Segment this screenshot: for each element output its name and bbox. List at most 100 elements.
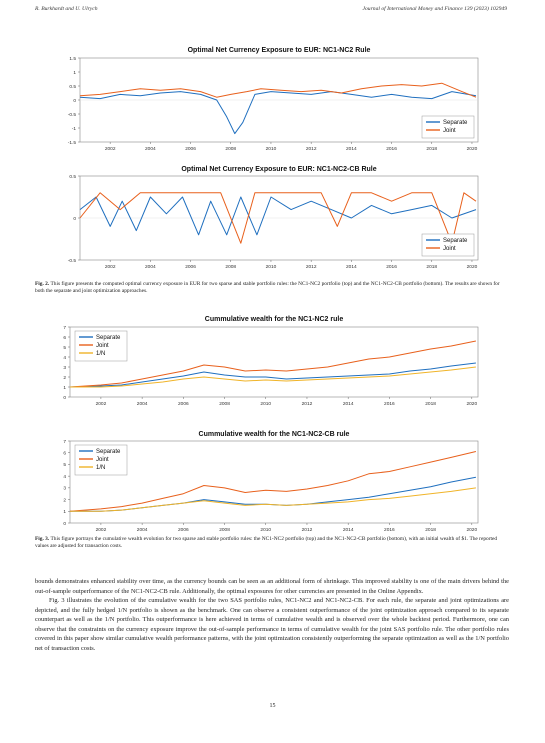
y-tick-label: 3 xyxy=(63,365,66,371)
x-tick-label: 2016 xyxy=(386,264,397,270)
x-tick-label: 2018 xyxy=(426,264,437,270)
x-tick-label: 2012 xyxy=(302,527,313,533)
y-tick-label: 1 xyxy=(63,385,66,391)
legend-label: 1/N xyxy=(96,351,105,357)
x-tick-label: 2008 xyxy=(219,527,230,533)
body-text: bounds demonstrates enhanced stability o… xyxy=(35,577,509,653)
x-tick-label: 2006 xyxy=(185,146,196,152)
fig2-caption-label: Fig. 2. xyxy=(35,281,50,287)
chart-title: Optimal Net Currency Exposure to EUR: NC… xyxy=(188,47,371,54)
x-tick-label: 2020 xyxy=(466,527,477,533)
figures-canvas: Optimal Net Currency Exposure to EUR: NC… xyxy=(63,47,479,533)
y-tick-label: 6 xyxy=(63,335,66,341)
y-tick-label: 2 xyxy=(63,497,66,503)
y-tick-label: 0 xyxy=(63,521,66,527)
x-tick-label: 2020 xyxy=(467,264,478,270)
legend-label: Separate xyxy=(96,449,121,455)
x-tick-label: 2014 xyxy=(343,401,354,407)
chart-title: Cummulative wealth for the NC1-NC2 rule xyxy=(205,316,344,323)
y-tick-label: 2 xyxy=(63,375,66,381)
legend-label: Separate xyxy=(443,238,468,244)
x-tick-label: 2018 xyxy=(425,401,436,407)
paragraph-1: bounds demonstrates enhanced stability o… xyxy=(35,578,509,595)
x-tick-label: 2012 xyxy=(306,264,317,270)
chart-title: Cummulative wealth for the NC1-NC2-CB ru… xyxy=(199,431,350,438)
x-tick-label: 2002 xyxy=(96,527,107,533)
x-tick-label: 2006 xyxy=(178,527,189,533)
fig3-caption: Fig. 3. This figure portrays the cumulat… xyxy=(35,536,509,550)
y-tick-label: 6 xyxy=(63,451,66,457)
x-tick-label: 2008 xyxy=(225,146,236,152)
x-tick-label: 2008 xyxy=(225,264,236,270)
x-tick-label: 2010 xyxy=(260,527,271,533)
legend-label: Joint xyxy=(443,246,456,252)
y-tick-label: 3 xyxy=(63,486,66,492)
y-tick-label: 0.5 xyxy=(69,84,76,90)
y-tick-label: 1.5 xyxy=(69,56,76,62)
chart-4: Cummulative wealth for the NC1-NC2-CB ru… xyxy=(63,431,479,533)
series-line-Joint xyxy=(69,340,476,388)
x-tick-label: 2012 xyxy=(306,146,317,152)
x-tick-label: 2016 xyxy=(384,401,395,407)
x-tick-label: 2010 xyxy=(266,146,277,152)
y-tick-label: -0.5 xyxy=(68,112,77,118)
y-tick-label: 0 xyxy=(73,216,76,222)
x-tick-label: 2010 xyxy=(260,401,271,407)
x-tick-label: 2006 xyxy=(185,264,196,270)
fig3-caption-text: This figure portrays the cumulative weal… xyxy=(35,536,498,550)
chart-1: Optimal Net Currency Exposure to EUR: NC… xyxy=(68,47,479,152)
y-tick-label: 7 xyxy=(63,325,66,331)
x-tick-label: 2008 xyxy=(219,401,230,407)
series-line-1N xyxy=(70,487,476,512)
y-tick-label: 5 xyxy=(63,462,66,468)
y-tick-label: 7 xyxy=(63,439,66,445)
series-line-Joint xyxy=(79,192,477,244)
x-tick-label: 2002 xyxy=(105,146,116,152)
running-header-authors: R. Burkhardt and U. Ulrych xyxy=(35,6,98,12)
legend-box xyxy=(74,330,128,362)
y-tick-label: -1.5 xyxy=(68,140,77,146)
series-line-Joint xyxy=(79,82,477,98)
legend-label: Separate xyxy=(96,335,121,341)
x-tick-label: 2002 xyxy=(105,264,116,270)
legend-label: Joint xyxy=(96,343,109,349)
series-line-Separate xyxy=(79,91,477,135)
fig2-caption-text: This figure presents the computed optima… xyxy=(35,281,500,295)
series-line-Joint xyxy=(69,451,477,512)
y-tick-label: 5 xyxy=(63,345,66,351)
series-line-Separate xyxy=(69,362,476,388)
y-tick-label: 1 xyxy=(73,70,76,76)
x-tick-label: 2018 xyxy=(425,527,436,533)
legend-label: Separate xyxy=(443,120,468,126)
x-tick-label: 2004 xyxy=(137,527,148,533)
plot-frame xyxy=(69,326,479,398)
x-tick-label: 2014 xyxy=(343,527,354,533)
paragraph-2: Fig. 3 illustrates the evolution of the … xyxy=(35,597,509,652)
y-tick-label: 4 xyxy=(63,474,66,480)
chart-3: Cummulative wealth for the NC1-NC2 rule 7… xyxy=(63,316,479,407)
y-tick-label: 1 xyxy=(63,509,66,515)
series-line-1N xyxy=(70,366,476,388)
legend-label: Joint xyxy=(96,457,109,463)
x-tick-label: 2016 xyxy=(386,146,397,152)
x-tick-label: 2018 xyxy=(426,146,437,152)
x-tick-label: 2004 xyxy=(145,146,156,152)
x-tick-label: 2020 xyxy=(467,146,478,152)
plot-frame xyxy=(69,440,479,524)
x-tick-label: 2010 xyxy=(266,264,277,270)
x-tick-label: 2006 xyxy=(178,401,189,407)
x-tick-label: 2012 xyxy=(302,401,313,407)
x-tick-label: 2002 xyxy=(96,401,107,407)
y-tick-label: -1 xyxy=(72,126,77,132)
legend-box xyxy=(74,444,128,476)
x-tick-label: 2014 xyxy=(346,264,357,270)
y-tick-label: 0 xyxy=(73,98,76,104)
fig2-caption: Fig. 2. This figure presents the compute… xyxy=(35,281,509,295)
page-number: 15 xyxy=(269,703,276,709)
chart-title: Optimal Net Currency Exposure to EUR: NC… xyxy=(181,166,376,173)
x-tick-label: 2004 xyxy=(137,401,148,407)
legend-label: Joint xyxy=(443,128,456,134)
y-tick-label: 4 xyxy=(63,355,66,361)
y-tick-label: 0.5 xyxy=(69,174,76,180)
x-tick-label: 2016 xyxy=(384,527,395,533)
